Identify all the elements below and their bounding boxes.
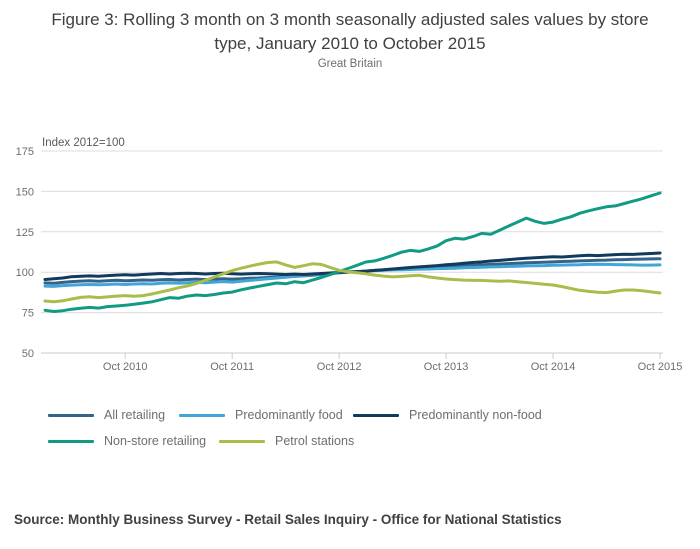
- source-note: Source: Monthly Business Survey - Retail…: [14, 512, 562, 527]
- legend-item-predominantly-non-food: Predominantly non-food: [353, 407, 542, 423]
- legend-swatch-predominantly-non-food: [353, 413, 399, 417]
- y-tick-label-75: 75: [22, 308, 34, 320]
- legend-swatch-all-retailing: [48, 413, 94, 417]
- legend-swatch-petrol-stations: [219, 439, 265, 443]
- legend-swatch-non-store-retailing: [48, 439, 94, 443]
- y-tick-label-125: 125: [16, 227, 34, 239]
- legend-label-all-retailing: All retailing: [104, 408, 166, 422]
- y-axis-unit-label: Index 2012=100: [42, 137, 125, 149]
- chart-title: Figure 3: Rolling 3 month on 3 month sea…: [51, 10, 649, 54]
- x-tick-label-oct-2012: Oct 2012: [317, 361, 362, 373]
- x-tick-label-oct-2013: Oct 2013: [424, 361, 469, 373]
- y-tick-label-150: 150: [16, 186, 34, 198]
- y-tick-label-175: 175: [16, 146, 34, 158]
- legend-swatch-predominantly-food: [179, 413, 225, 417]
- legend-label-non-store-retailing: Non-store retailing: [104, 434, 207, 448]
- legend-item-all-retailing: All retailing: [48, 407, 165, 423]
- x-tick-label-oct-2014: Oct 2014: [531, 361, 576, 373]
- legend-label-predominantly-non-food: Predominantly non-food: [409, 408, 542, 422]
- series-line-non-store-retailing: [43, 191, 662, 313]
- x-tick-label-oct-2010: Oct 2010: [103, 361, 148, 373]
- legend-label-predominantly-food: Predominantly food: [235, 408, 343, 422]
- x-tick-label-oct-2011: Oct 2011: [210, 361, 254, 373]
- y-tick-label-100: 100: [16, 267, 34, 279]
- legend-item-non-store-retailing: Non-store retailing: [48, 433, 206, 449]
- legend-item-petrol-stations: Petrol stations: [219, 433, 354, 449]
- series-line-petrol-stations: [43, 260, 662, 304]
- y-tick-label-50: 50: [22, 348, 34, 360]
- chart-subtitle: Great Britain: [317, 58, 383, 70]
- legend-label-petrol-stations: Petrol stations: [275, 434, 355, 448]
- legend-item-predominantly-food: Predominantly food: [179, 407, 343, 423]
- x-tick-label-oct-2015: Oct 2015: [638, 361, 683, 373]
